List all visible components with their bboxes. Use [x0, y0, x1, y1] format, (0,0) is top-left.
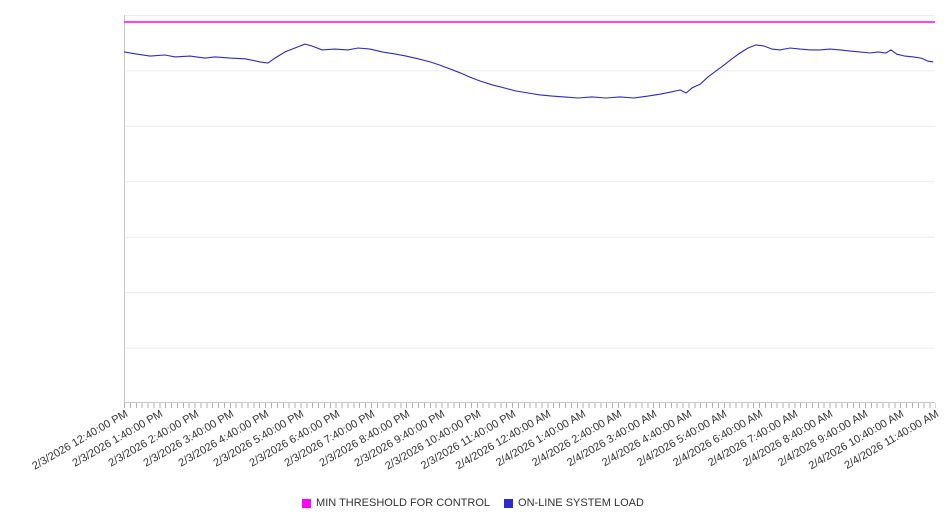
- plot-area: [124, 15, 935, 403]
- legend-item-system-load: ON-LINE SYSTEM LOAD: [504, 497, 644, 509]
- legend-swatch-system-load-icon: [504, 498, 514, 508]
- legend-label-min-threshold: MIN THRESHOLD FOR CONTROL: [316, 497, 491, 509]
- x-axis-minor-ticks: [124, 403, 936, 408]
- legend-item-min-threshold: MIN THRESHOLD FOR CONTROL: [302, 497, 490, 509]
- chart-legend: MIN THRESHOLD FOR CONTROL ON-LINE SYSTEM…: [0, 497, 946, 509]
- legend-label-system-load: ON-LINE SYSTEM LOAD: [518, 497, 644, 509]
- series-on-line-system-load: [124, 43, 934, 99]
- legend-swatch-min-threshold-icon: [302, 498, 312, 508]
